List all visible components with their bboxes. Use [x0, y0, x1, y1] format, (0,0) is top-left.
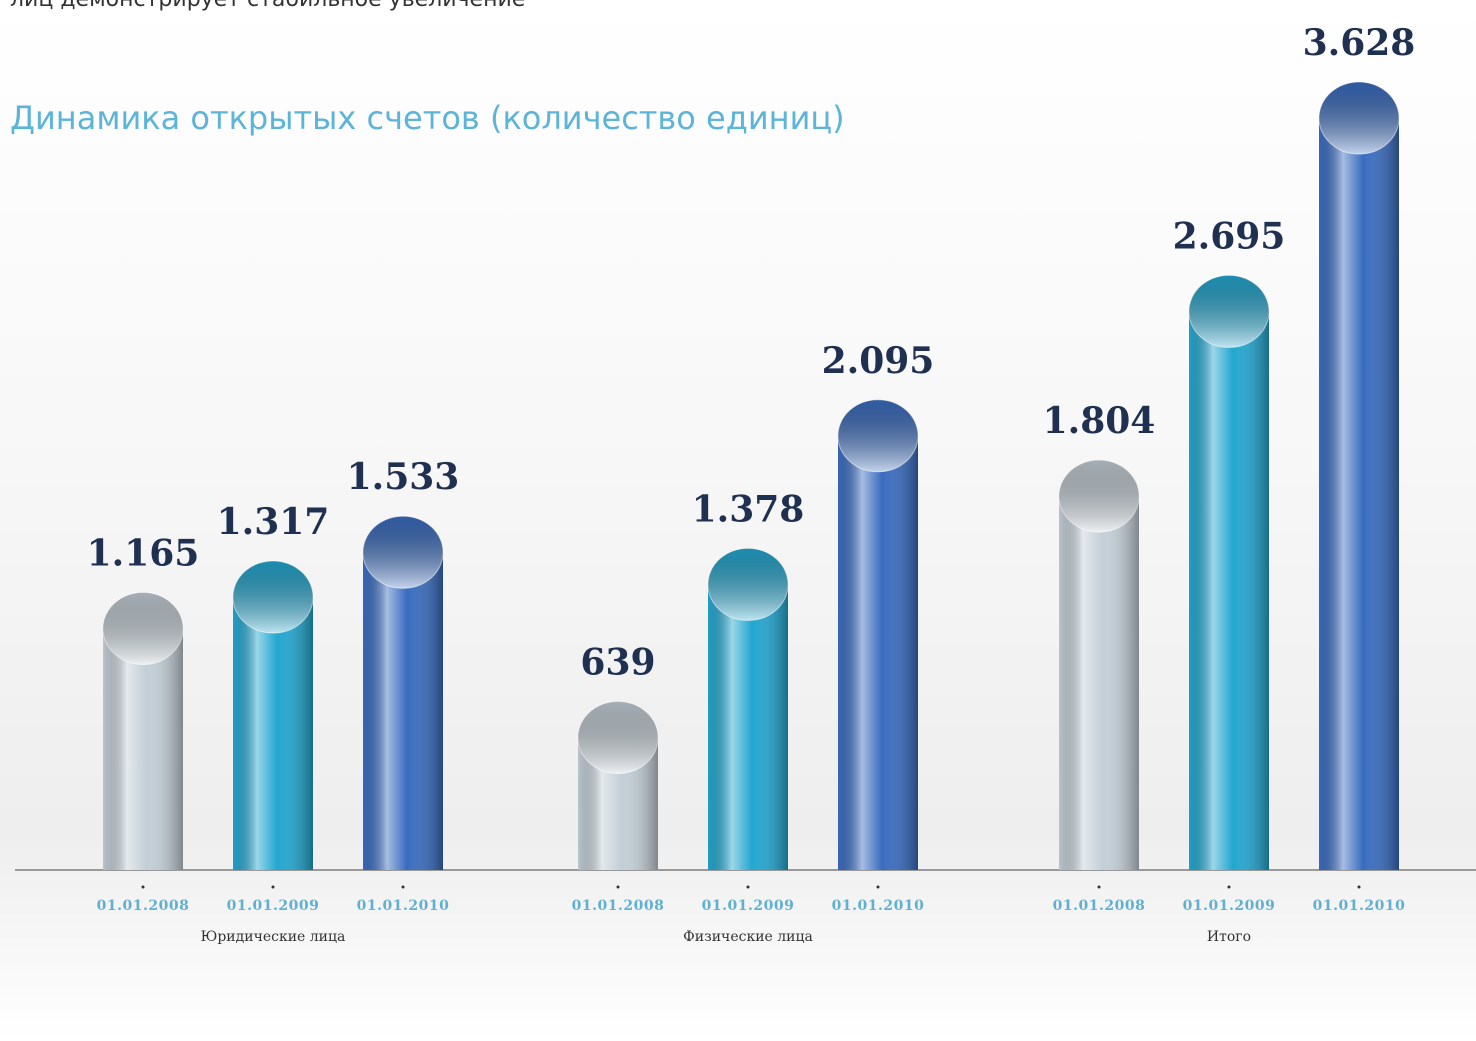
- date-label: 01.01.2009: [227, 898, 320, 914]
- cylinder-top-shade: [1059, 460, 1139, 533]
- cylinder-shade: [708, 584, 788, 870]
- cylinder-top-shade: [1319, 82, 1399, 154]
- cylinder-shade: [1059, 496, 1139, 870]
- cylinder-top-shade: [363, 516, 443, 589]
- tick-dot: [271, 885, 275, 889]
- date-label: 01.01.2008: [572, 898, 665, 914]
- date-label: 01.01.2008: [97, 898, 190, 914]
- group-label: Итого: [1207, 929, 1251, 945]
- cylinder-shade: [838, 435, 918, 870]
- cylinder-top-shade: [578, 701, 658, 774]
- value-label: 1.804: [1043, 400, 1156, 442]
- cylinder: [102, 592, 184, 870]
- tick-dot: [141, 885, 145, 889]
- cylinder-top-shade: [103, 592, 183, 665]
- cylinder-top-shade: [233, 561, 313, 634]
- tick-dot: [616, 885, 620, 889]
- value-label: 1.378: [692, 488, 805, 530]
- value-label: 1.533: [347, 456, 460, 498]
- cylinder-top-shade: [1189, 275, 1269, 348]
- value-label: 3.628: [1303, 22, 1416, 64]
- cylinder-shade: [1189, 311, 1269, 871]
- cylinder-shade: [103, 628, 183, 870]
- date-label: 01.01.2008: [1053, 898, 1146, 914]
- group-label: Юридические лица: [201, 929, 346, 945]
- group-label: Физические лица: [683, 929, 813, 945]
- tick-dot: [1227, 885, 1231, 889]
- cylinder-shade: [233, 597, 313, 870]
- date-label: 01.01.2009: [702, 898, 795, 914]
- tick-dot: [1097, 885, 1101, 889]
- tick-dot: [1357, 885, 1361, 889]
- tick-dot: [746, 885, 750, 889]
- tick-dot: [401, 885, 405, 889]
- date-label: 01.01.2010: [1313, 898, 1406, 914]
- cylinder-shade: [1319, 118, 1399, 870]
- tick-dot: [876, 885, 880, 889]
- value-label: 1.165: [87, 533, 200, 575]
- cylinder: [362, 515, 444, 870]
- cylinder: [837, 399, 919, 870]
- cylinder: [232, 560, 314, 870]
- date-label: 01.01.2010: [832, 898, 925, 914]
- intro-text: лиц демонстрирует стабильное увеличение: [10, 0, 525, 12]
- value-label: 639: [580, 642, 655, 684]
- value-label: 1.317: [217, 501, 330, 543]
- date-label: 01.01.2010: [357, 898, 450, 914]
- cylinder: [1058, 459, 1140, 870]
- cylinder-top-shade: [838, 399, 918, 472]
- cylinder-top-shade: [708, 548, 788, 621]
- cylinder: [1318, 81, 1400, 870]
- cylinder: [577, 701, 659, 870]
- value-label: 2.095: [822, 340, 935, 382]
- cylinder: [707, 547, 789, 870]
- date-label: 01.01.2009: [1183, 898, 1276, 914]
- chart-title: Динамика открытых счетов (количество еди…: [10, 99, 845, 137]
- value-label: 2.695: [1173, 215, 1286, 257]
- cylinder: [1188, 274, 1270, 871]
- cylinder-shade: [363, 552, 443, 870]
